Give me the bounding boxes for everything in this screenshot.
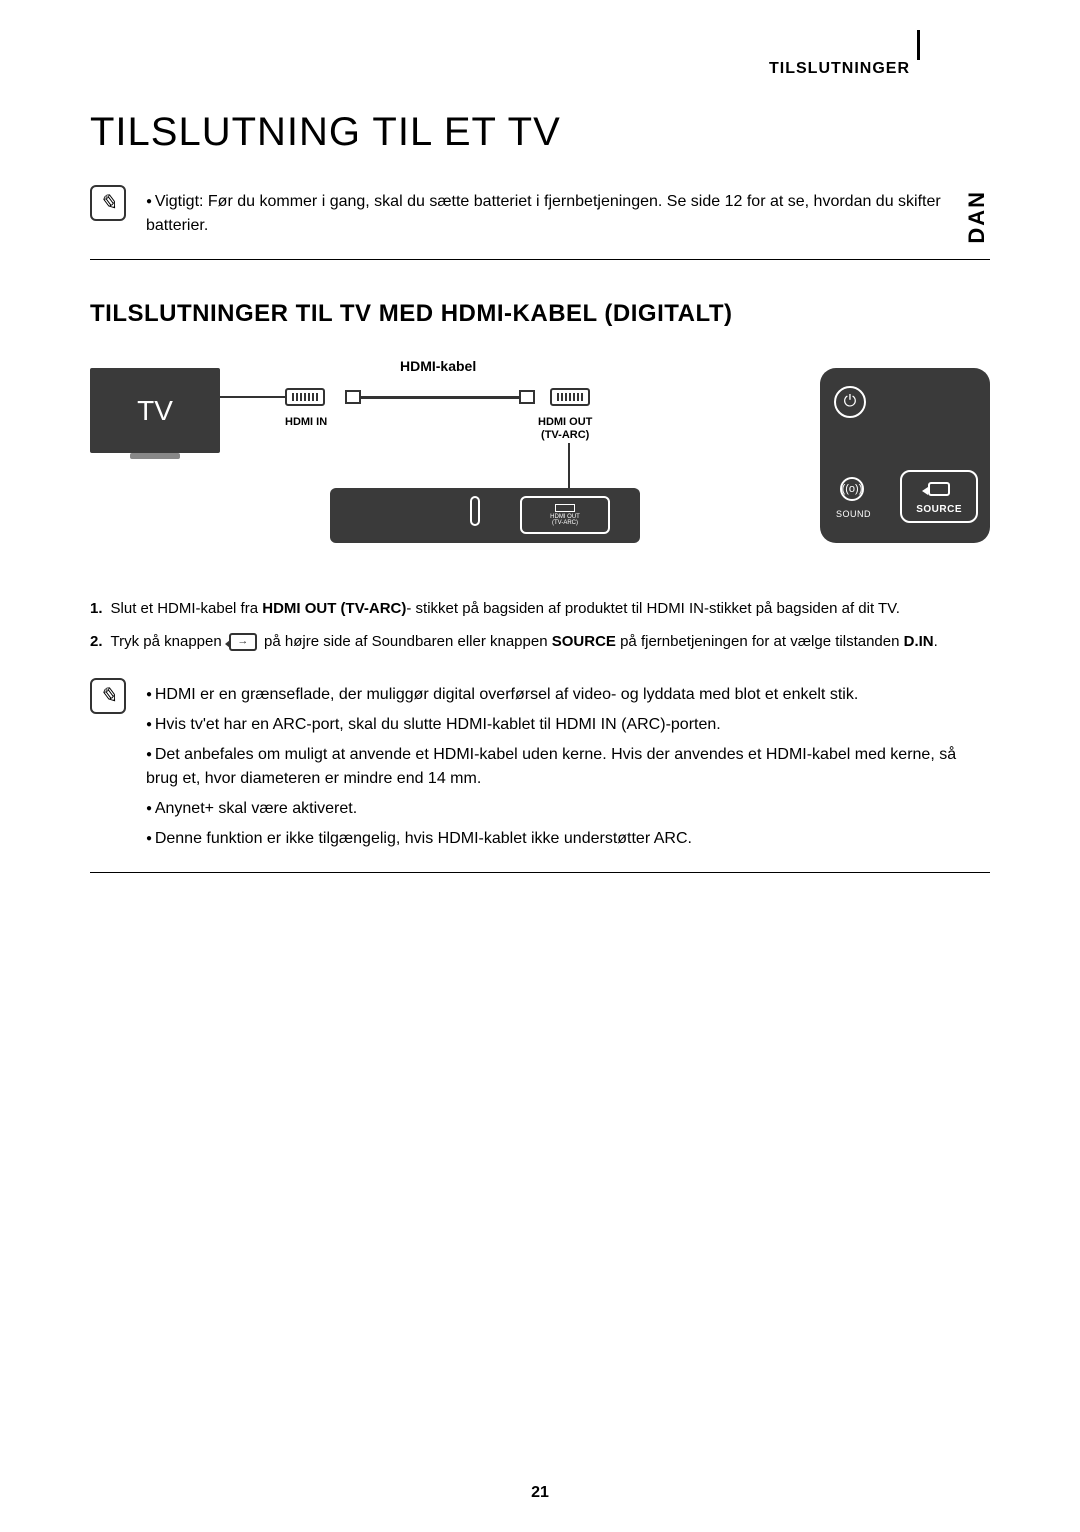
- hdmi-cable: [345, 390, 535, 404]
- step-number: 1.: [90, 598, 103, 621]
- cable-plug-left: [345, 390, 361, 404]
- steps-list: 1. Slut et HDMI-kabel fra HDMI OUT (TV-A…: [90, 598, 990, 653]
- intro-note-text: Vigtigt: Før du kommer i gang, skal du s…: [146, 190, 990, 238]
- notes-row: ✎ HDMI er en grænseflade, der muliggør d…: [90, 678, 990, 873]
- step-1: 1. Slut et HDMI-kabel fra HDMI OUT (TV-A…: [90, 598, 990, 621]
- power-icon: ⏻: [834, 386, 866, 418]
- source-icon: [928, 482, 950, 496]
- language-tab: DAN: [964, 190, 990, 244]
- soundbar-indicator: [470, 496, 480, 526]
- note-2: Hvis tv'et har en ARC-port, skal du slut…: [146, 713, 990, 737]
- page-title: TILSLUTNING TIL ET TV: [90, 110, 990, 155]
- step-1-text: Slut et HDMI-kabel fra HDMI OUT (TV-ARC)…: [111, 598, 900, 621]
- hdmi-in-port: [285, 388, 325, 406]
- sound-label: SOUND: [836, 509, 871, 519]
- remote-control: ⏻ ((o)) SOUND SOURCE: [820, 368, 990, 543]
- note-icon: ✎: [90, 678, 126, 714]
- hdmi-in-label: HDMI IN: [285, 416, 327, 428]
- step-number: 2.: [90, 631, 103, 654]
- connection-diagram: TV HDMI IN HDMI-kabel HDMI OUT (TV-ARC) …: [90, 348, 990, 558]
- notes-text: HDMI er en grænseflade, der muliggør dig…: [146, 678, 990, 857]
- step-2: 2. Tryk på knappen på højre side af Soun…: [90, 631, 990, 654]
- section-label: TILSLUTNINGER: [769, 60, 910, 78]
- cable-label: HDMI-kabel: [400, 358, 476, 374]
- intro-note-row: ✎ Vigtigt: Før du kommer i gang, skal du…: [90, 185, 990, 260]
- cable-plug-right: [519, 390, 535, 404]
- source-label: SOURCE: [916, 504, 962, 515]
- note-1: HDMI er en grænseflade, der muliggør dig…: [146, 683, 990, 707]
- tv-label: TV: [137, 395, 173, 427]
- tv-stand: [130, 453, 180, 459]
- intro-note: Vigtigt: Før du kommer i gang, skal du s…: [146, 185, 990, 244]
- hdmi-out-label: HDMI OUT (TV-ARC): [538, 416, 592, 442]
- header-divider: [917, 30, 920, 60]
- soundbar-panel: HDMI OUT (TV-ARC): [520, 496, 610, 534]
- source-button-highlight: SOURCE: [900, 470, 978, 523]
- note-3: Det anbefales om muligt at anvende et HD…: [146, 743, 990, 791]
- soundbar-port-label: HDMI OUT (TV-ARC): [550, 514, 580, 526]
- step-2-text: Tryk på knappen på højre side af Soundba…: [111, 631, 938, 654]
- page-number: 21: [531, 1484, 549, 1502]
- section-heading: TILSLUTNINGER TIL TV MED HDMI-KABEL (DIG…: [90, 300, 990, 328]
- note-5: Denne funktion er ikke tilgængelig, hvis…: [146, 827, 990, 851]
- soundbar: HDMI OUT (TV-ARC): [330, 488, 640, 543]
- hdmi-out-port: [550, 388, 590, 406]
- connect-line-tv: [220, 396, 285, 398]
- sound-effect-icon: ((o)): [840, 477, 864, 501]
- note-icon: ✎: [90, 185, 126, 221]
- connector-line: [568, 443, 570, 491]
- tv-box: TV: [90, 368, 220, 453]
- note-4: Anynet+ skal være aktiveret.: [146, 797, 990, 821]
- source-inline-icon: [229, 633, 257, 651]
- cable-wire: [361, 396, 519, 399]
